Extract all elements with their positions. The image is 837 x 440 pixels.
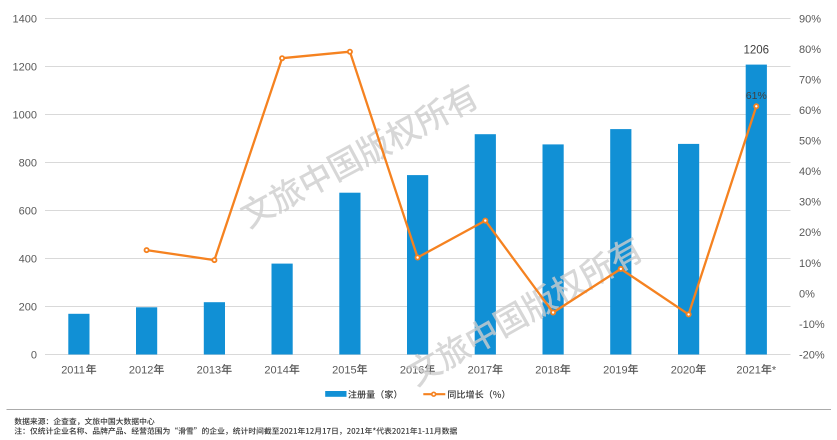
- svg-text:50%: 50%: [799, 136, 821, 148]
- svg-text:*: *: [772, 364, 777, 376]
- svg-text:61%: 61%: [746, 90, 767, 102]
- svg-text:2014: 2014: [264, 364, 288, 376]
- svg-text:-10%: -10%: [799, 319, 825, 331]
- svg-text:2018: 2018: [535, 364, 559, 376]
- svg-text:1200: 1200: [13, 61, 37, 73]
- svg-text:2019: 2019: [603, 364, 627, 376]
- svg-text:80%: 80%: [799, 44, 821, 56]
- svg-text:1400: 1400: [13, 13, 37, 25]
- svg-text:0: 0: [31, 349, 37, 361]
- svg-text:800: 800: [19, 157, 37, 169]
- svg-text:2011: 2011: [61, 364, 85, 376]
- svg-text:2013: 2013: [197, 364, 221, 376]
- svg-text:2012: 2012: [129, 364, 153, 376]
- svg-text:0%: 0%: [799, 288, 815, 300]
- svg-text:90%: 90%: [799, 13, 821, 25]
- svg-text:2015: 2015: [332, 364, 356, 376]
- svg-text:200: 200: [19, 301, 37, 313]
- svg-text:400: 400: [19, 253, 37, 265]
- svg-text:-20%: -20%: [799, 349, 825, 361]
- svg-text:20%: 20%: [799, 227, 821, 239]
- svg-text:2021: 2021: [736, 364, 760, 376]
- svg-text:600: 600: [19, 205, 37, 217]
- svg-text:2017: 2017: [468, 364, 492, 376]
- svg-text:30%: 30%: [799, 197, 821, 209]
- svg-text:60%: 60%: [799, 105, 821, 117]
- svg-text:1206: 1206: [744, 44, 770, 56]
- svg-text:70%: 70%: [799, 75, 821, 87]
- svg-text:2020: 2020: [671, 364, 695, 376]
- svg-text:1000: 1000: [13, 109, 37, 121]
- svg-text:10%: 10%: [799, 258, 821, 270]
- svg-text:40%: 40%: [799, 166, 821, 178]
